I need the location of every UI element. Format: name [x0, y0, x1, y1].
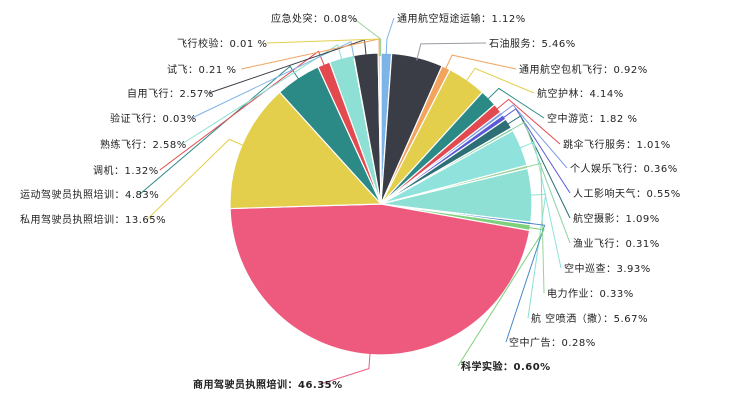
leader-line [385, 17, 395, 57]
slice-label: 商用驾驶员执照培训：46.35% [193, 378, 343, 391]
slice-label: 飞行校验：0.01 % [177, 37, 267, 50]
slice-label: 空中游览：1.82 % [547, 112, 637, 125]
slice-label: 科学实验：0.60% [461, 360, 551, 373]
leader-line [501, 108, 571, 194]
leader-line [524, 162, 545, 294]
slice-label: 石油服务：5.46% [489, 37, 576, 50]
leader-line [444, 54, 517, 71]
slice-label: 电力作业：0.33% [547, 287, 634, 300]
slice-label: 个人娱乐飞行：0.36% [570, 162, 678, 175]
slice-label: 验证飞行：0.03% [110, 112, 197, 125]
slice-label: 运动驾驶员执照培训：4.83% [20, 188, 159, 201]
pie-slice [229, 203, 531, 356]
slice-label: 调机：1.32% [93, 164, 159, 177]
slice-label: 人工影响天气：0.55% [573, 187, 681, 200]
slice-label: 自用飞行：2.57% [127, 87, 214, 100]
slice-label: 熟练飞行：2.58% [100, 138, 187, 151]
slice-label: 空中巡查：3.93% [564, 262, 651, 275]
leader-line [505, 115, 571, 219]
leader-line [352, 17, 382, 56]
slice-label: 应急处突：0.08% [271, 12, 358, 25]
leader-line [416, 42, 487, 61]
leader-line [464, 67, 535, 94]
leader-line [159, 50, 326, 171]
leader-line [457, 226, 545, 367]
slice-label: 通用航空短途运输：1.12% [397, 12, 526, 25]
slice-label: 航空护林：4.14% [537, 87, 624, 100]
slice-label: 渔业飞行：0.31% [573, 237, 660, 250]
leader-line [527, 193, 547, 319]
leader-line [320, 351, 371, 385]
leader-line [486, 87, 545, 119]
leader-line [147, 138, 245, 220]
leader-lines [139, 17, 571, 385]
leader-line [505, 222, 546, 343]
leader-line [495, 98, 561, 145]
slice-label: 试飞：0.21 % [167, 63, 236, 76]
leader-line [509, 121, 571, 244]
slice-label: 私用驾驶员执照培训：13.65% [20, 213, 166, 226]
slice-label: 通用航空包机飞行：0.92% [519, 63, 648, 76]
leader-line [139, 65, 300, 195]
pie-slices [229, 52, 533, 356]
leader-line [499, 104, 568, 169]
slice-label: 空中广告：0.28% [509, 336, 596, 349]
leader-line [191, 40, 355, 119]
leader-line [181, 44, 343, 145]
leader-line [518, 141, 562, 269]
pie-slice [379, 52, 382, 205]
slice-label: 航空摄影：1.09% [573, 212, 660, 225]
slice-labels: 通用航空短途运输：1.12% 石油服务：5.46% 通用航空包机飞行：0.92% 航空… [20, 12, 681, 391]
slice-label: 跳伞飞行服务：1.01% [563, 138, 671, 151]
slice-label: 航 空喷洒（撒）：5.67% [531, 312, 648, 325]
